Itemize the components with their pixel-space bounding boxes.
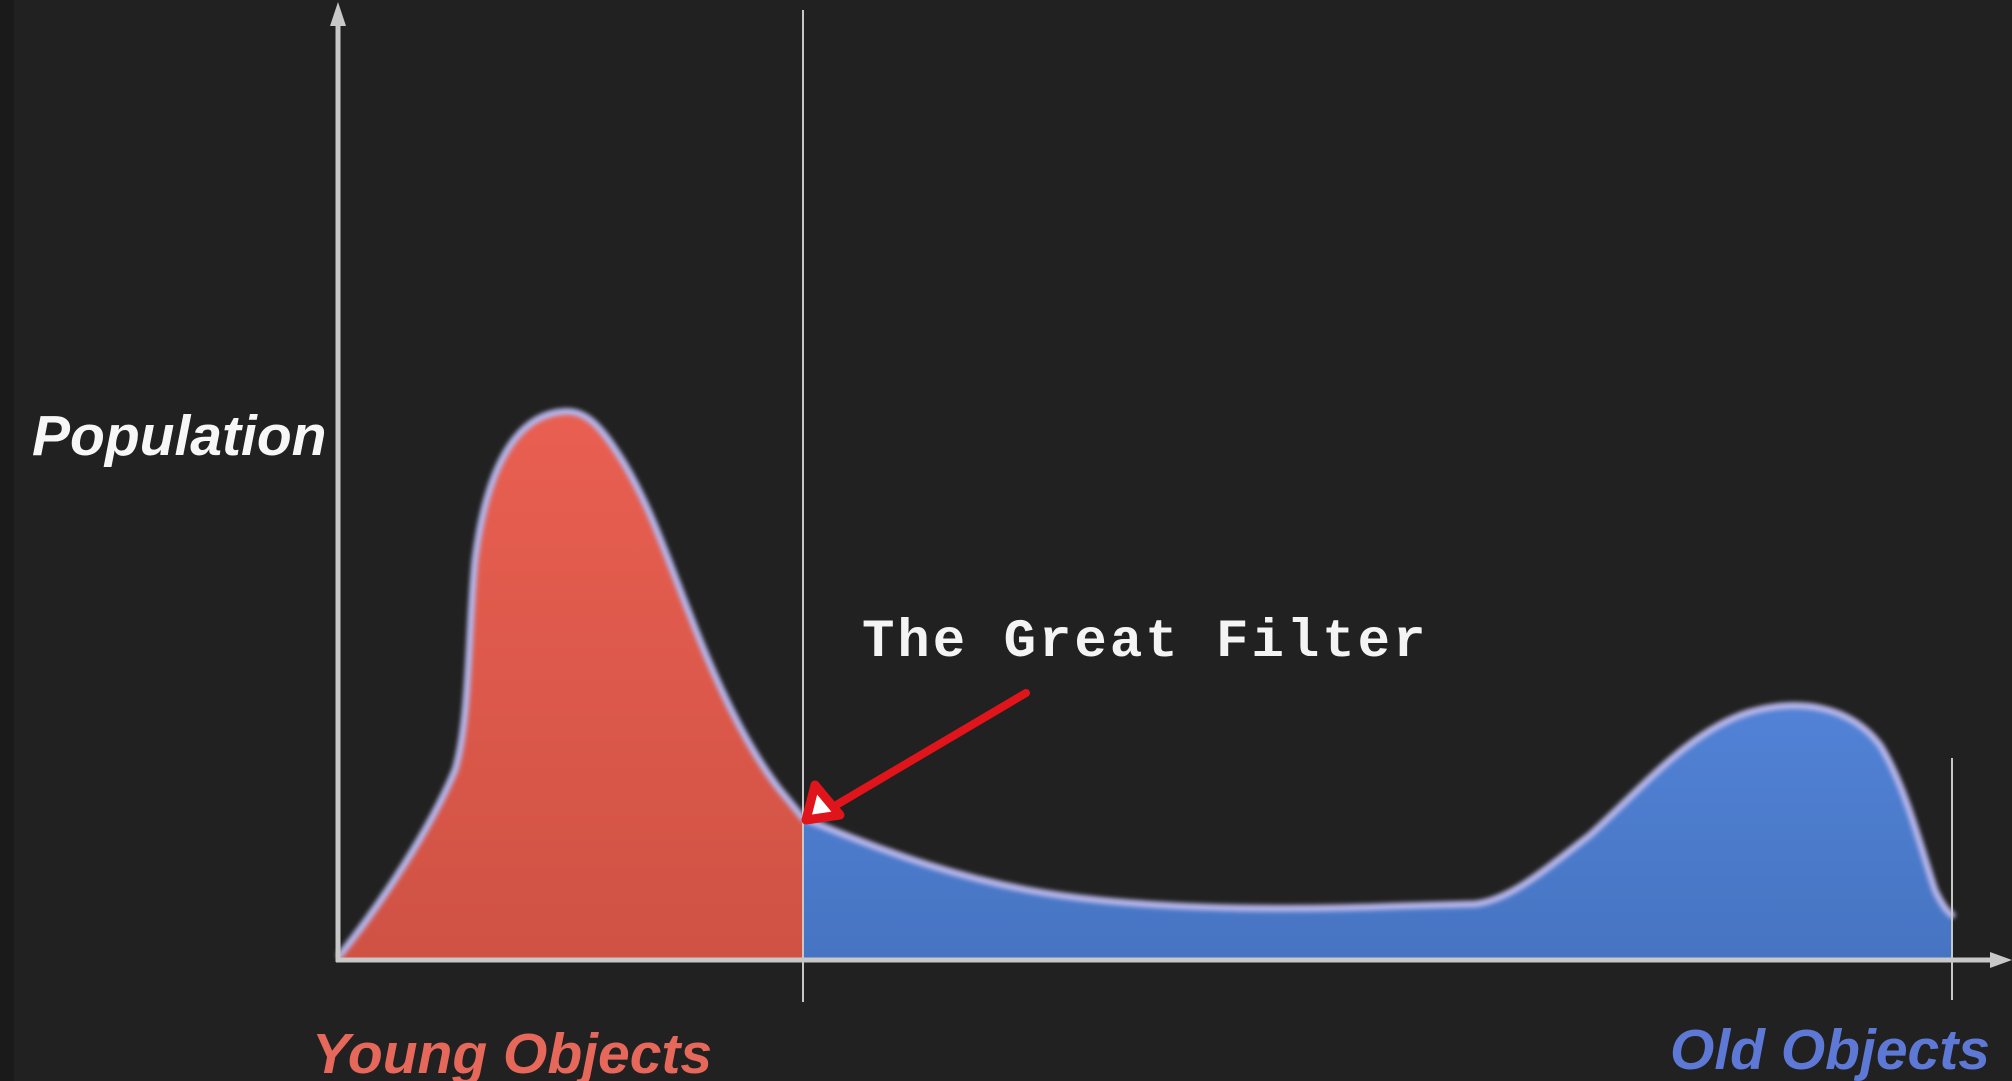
great-filter-annotation: The Great Filter (862, 612, 1429, 673)
annotation-arrow-head (801, 780, 845, 825)
y-axis-label: Population (32, 404, 327, 468)
young-objects-area (340, 411, 803, 960)
population-curve-outline (336, 407, 1956, 959)
old-objects-label: Old Objects (1670, 1018, 1990, 1081)
young-objects-label: Young Objects (312, 1022, 713, 1081)
x-axis-arrowhead (1990, 952, 2012, 968)
annotation-arrow-shaft (834, 689, 1030, 808)
y-axis-arrowhead (330, 2, 346, 26)
old-objects-area (803, 705, 1952, 960)
left-edge-strip (0, 0, 14, 1081)
